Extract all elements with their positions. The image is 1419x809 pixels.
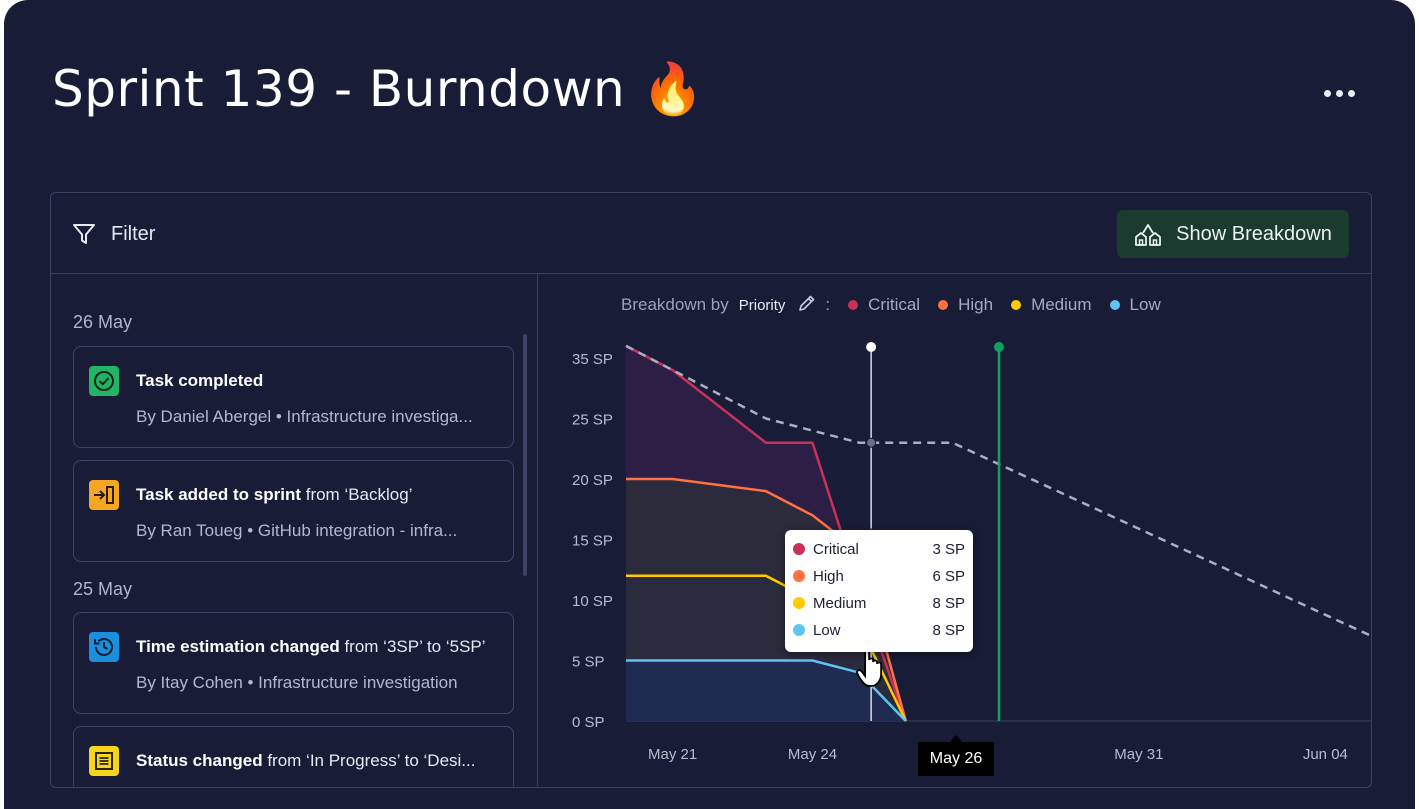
list-item[interactable]: Task added to sprint from ‘Backlog’ By R… <box>73 460 514 562</box>
y-tick-label: 0 SP <box>572 714 605 731</box>
legend-item-high[interactable]: High <box>938 295 993 315</box>
activity-meta: By Ran Toueg • GitHub integration - infr… <box>136 521 458 540</box>
tooltip-row-medium: Medium 8 SP <box>793 592 965 614</box>
burndown-chart: Breakdown by Priority : Critical High Me… <box>538 274 1371 787</box>
burndown-panel: Filter Show Breakdown 26 May Task comple… <box>50 192 1372 788</box>
edit-pencil-icon[interactable] <box>797 293 817 318</box>
more-horizontal-icon <box>1324 90 1331 97</box>
ideal-point <box>866 437 877 448</box>
filter-button[interactable]: Filter <box>71 221 155 247</box>
y-tick-label: 20 SP <box>572 472 613 489</box>
activity-title: Time estimation changed <box>136 637 340 656</box>
y-tick-label: 10 SP <box>572 593 613 610</box>
legend-item-critical[interactable]: Critical <box>848 295 920 315</box>
area-low <box>626 660 906 721</box>
y-tick-label: 15 SP <box>572 533 613 550</box>
legend-item-medium[interactable]: Medium <box>1011 295 1092 315</box>
date-header: 25 May <box>73 579 133 599</box>
activity-title: Task added to sprint <box>136 485 301 504</box>
activity-meta: By Daniel Abergel • Infrastructure inves… <box>136 407 473 426</box>
show-breakdown-button[interactable]: Show Breakdown <box>1117 210 1349 258</box>
list-item[interactable]: Task completed By Daniel Abergel • Infra… <box>73 346 514 448</box>
chart-tooltip: Critical 3 SP High 6 SP Medium 8 SP Low 8 SP <box>785 530 973 652</box>
list-box-icon <box>89 746 119 776</box>
x-tick-label: May 21 <box>648 746 697 763</box>
tooltip-row-high: High 6 SP <box>793 565 965 587</box>
hand-cursor-icon <box>856 645 883 687</box>
tooltip-row-low: Low 8 SP <box>793 619 965 641</box>
hover-top-dot <box>866 342 877 352</box>
check-circle-icon <box>89 366 119 396</box>
breakdown-icon <box>1135 224 1162 246</box>
filter-icon <box>73 224 95 244</box>
history-clock-icon <box>89 632 119 662</box>
activity-title: Status changed <box>136 751 263 770</box>
panel-toolbar: Filter Show Breakdown <box>51 193 1371 274</box>
feed-scrollbar[interactable] <box>523 334 527 576</box>
today-dot <box>994 342 1004 352</box>
activity-feed: 26 May Task completed By Daniel Abergel … <box>51 274 538 786</box>
tooltip-row-critical: Critical 3 SP <box>793 538 965 560</box>
filter-label: Filter <box>111 222 156 245</box>
x-tick-label: Jun 04 <box>1303 746 1348 763</box>
list-item[interactable]: Time estimation changed from ‘3SP’ to ‘5… <box>73 612 514 714</box>
breakdown-priority-value[interactable]: Priority <box>738 296 786 314</box>
activity-meta: By Itay Cohen • Infrastructure investiga… <box>136 673 458 692</box>
more-options-button[interactable] <box>1324 84 1370 106</box>
list-item[interactable]: Status changed from ‘In Progress’ to ‘De… <box>73 726 514 786</box>
ideal-line <box>625 344 1371 638</box>
y-tick-label: 25 SP <box>572 412 613 429</box>
date-header: 26 May <box>73 312 133 332</box>
x-tick-label: May 31 <box>1114 746 1163 763</box>
y-tick-label: 5 SP <box>572 654 605 671</box>
x-tick-label: May 24 <box>788 746 837 763</box>
show-breakdown-label: Show Breakdown <box>1176 222 1332 245</box>
legend-item-low[interactable]: Low <box>1109 295 1161 315</box>
arrow-into-box-icon <box>89 480 119 510</box>
chart-legend: Breakdown by Priority : Critical High Me… <box>621 294 1179 316</box>
burndown-window: Sprint 139 - Burndown 🔥 Filter Show Brea… <box>4 0 1415 809</box>
page-title: Sprint 139 - Burndown 🔥 <box>52 60 705 118</box>
breakdown-by-label: Breakdown by <box>621 295 729 314</box>
y-tick-label: 35 SP <box>572 351 613 368</box>
hover-date-label: May 26 <box>918 735 994 776</box>
activity-title: Task completed <box>136 371 264 390</box>
